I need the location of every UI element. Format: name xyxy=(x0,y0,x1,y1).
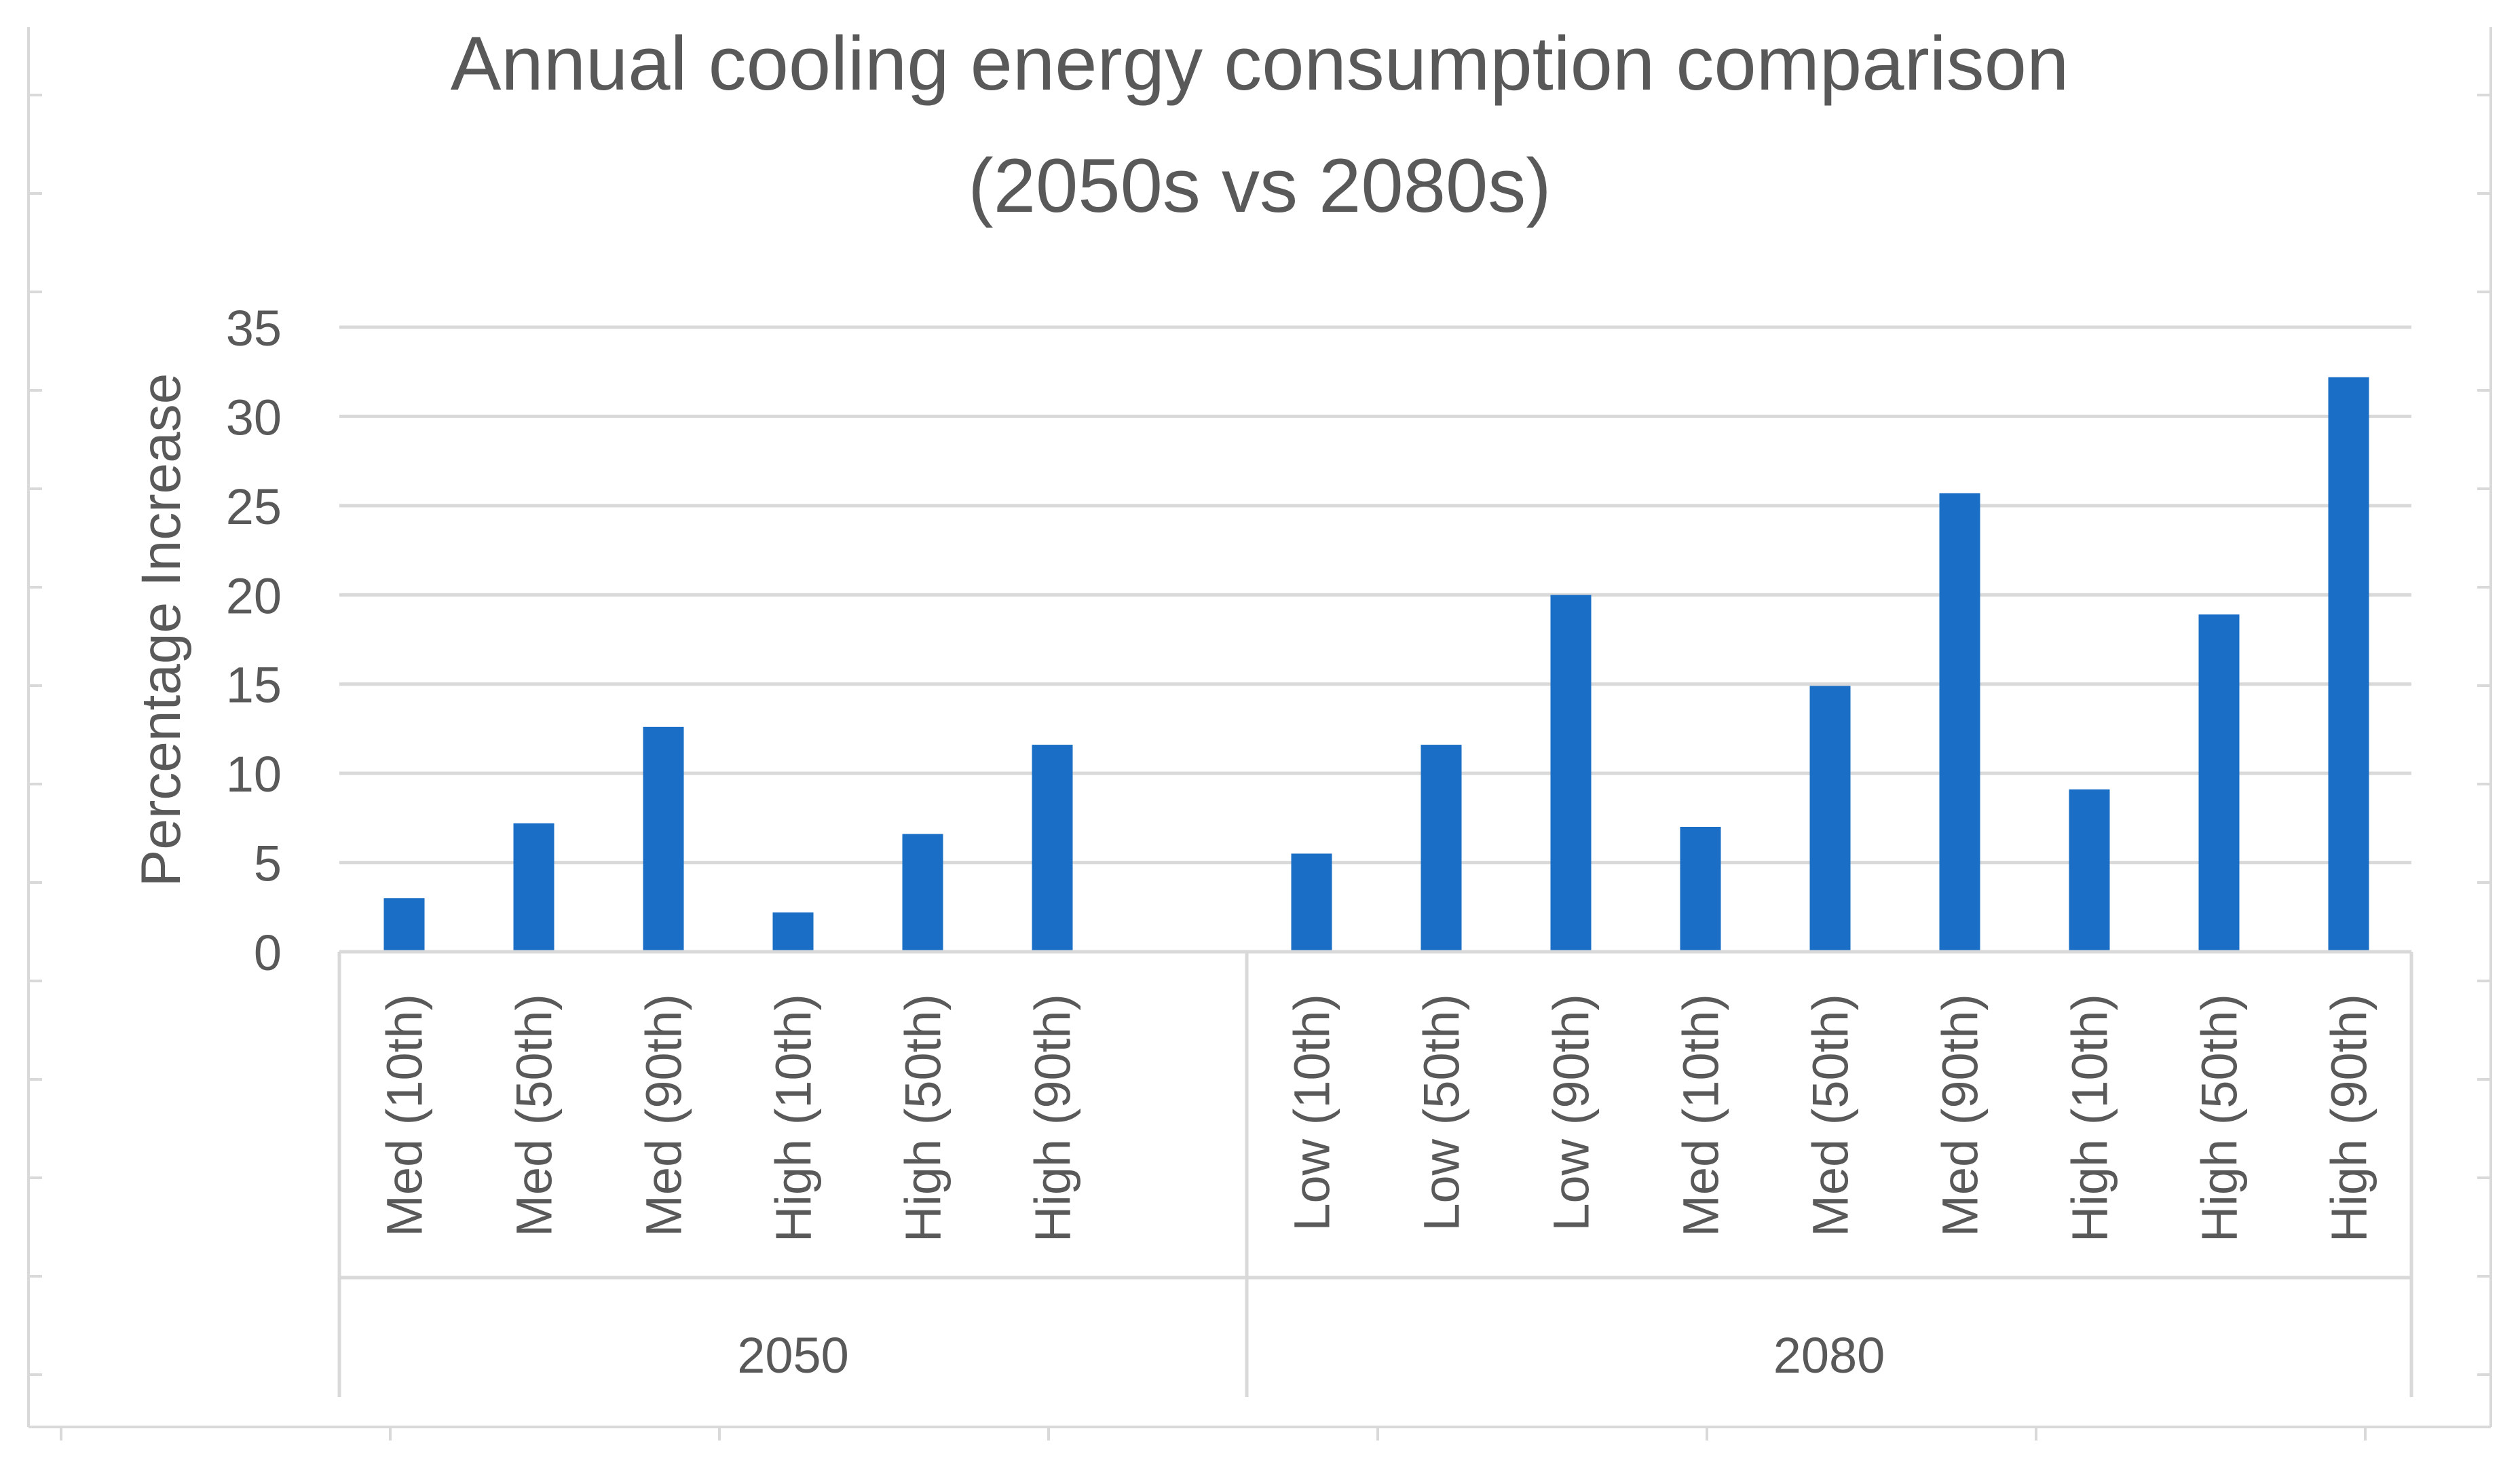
bar xyxy=(2328,377,2369,952)
bar xyxy=(643,726,684,952)
y-tick-label: 0 xyxy=(254,925,282,981)
y-tick-label: 25 xyxy=(226,479,282,535)
gridlines xyxy=(339,325,2411,954)
bar xyxy=(2069,789,2110,952)
chart-title-line-2: (2050s vs 2080s) xyxy=(968,143,1551,228)
bar xyxy=(383,898,425,952)
y-tick-label: 5 xyxy=(254,836,282,892)
y-axis-label: Percentage Increase xyxy=(130,373,192,887)
bar xyxy=(1680,827,1721,952)
y-tick-label: 10 xyxy=(226,746,282,802)
x-category-label: Low (10th) xyxy=(1284,994,1340,1231)
x-group-label: 2080 xyxy=(1773,1327,1885,1384)
x-category-label: Med (90th) xyxy=(1932,994,1989,1237)
x-axis-groups: 2050 2080 xyxy=(337,950,2413,1397)
x-category-label: Med (50th) xyxy=(1803,994,1859,1237)
chart-title-line-1: Annual cooling energy consumption compar… xyxy=(451,21,2069,106)
outer-frame xyxy=(27,27,2492,1441)
x-category-label: Low (50th) xyxy=(1414,994,1470,1231)
x-category-label: Low (90th) xyxy=(1543,994,1600,1231)
x-category-label: Med (10th) xyxy=(377,994,433,1237)
bar xyxy=(1032,745,1073,952)
bar xyxy=(1809,686,1851,952)
x-category-label: Med (10th) xyxy=(1673,994,1729,1237)
x-category-label: High (10th) xyxy=(2062,994,2118,1242)
bar xyxy=(2198,614,2240,952)
x-axis-categories: Med (10th) Med (50th) Med (90th) High (10th… xyxy=(377,994,2377,1242)
y-tick-label: 35 xyxy=(226,300,282,356)
bar xyxy=(1421,745,1462,952)
x-category-label: Med (90th) xyxy=(636,994,692,1237)
bars xyxy=(383,377,2369,952)
x-category-label: High (10th) xyxy=(766,994,822,1242)
x-category-label: High (90th) xyxy=(1025,994,1081,1242)
bar xyxy=(1550,595,1592,952)
x-group-label: 2050 xyxy=(737,1327,849,1384)
y-tick-label: 20 xyxy=(226,568,282,624)
bar xyxy=(902,834,943,952)
x-category-label: Med (50th) xyxy=(506,994,563,1237)
bar xyxy=(513,823,554,952)
x-category-label: High (50th) xyxy=(2192,994,2248,1242)
y-axis-ticks: 0 5 10 15 20 25 30 35 xyxy=(226,300,282,981)
bar xyxy=(1939,493,1980,952)
y-tick-label: 15 xyxy=(226,657,282,713)
bar xyxy=(772,912,814,952)
bar xyxy=(1291,853,1332,952)
x-category-label: High (50th) xyxy=(895,994,952,1242)
y-tick-label: 30 xyxy=(226,389,282,445)
x-category-label: High (90th) xyxy=(2321,994,2377,1242)
